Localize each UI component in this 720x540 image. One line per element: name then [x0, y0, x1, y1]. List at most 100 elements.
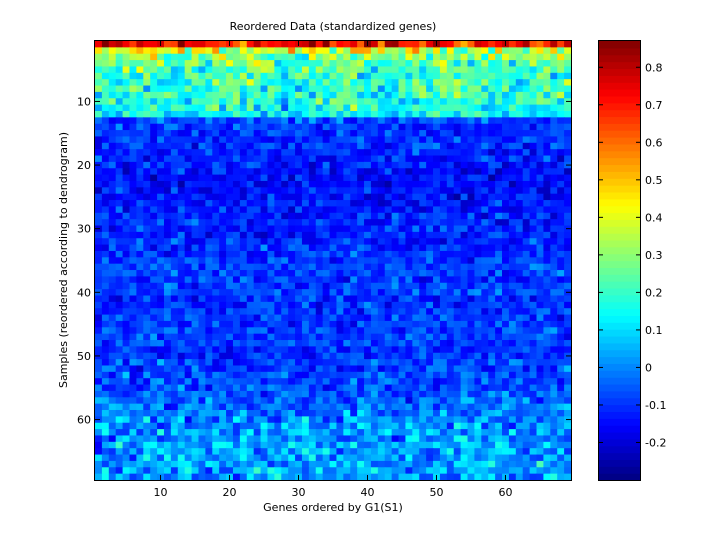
- heatmap-cell: [536, 155, 545, 163]
- heatmap-cell: [308, 397, 317, 405]
- heatmap-cell: [370, 270, 379, 277]
- heatmap-cell: [108, 53, 117, 61]
- heatmap-cell: [398, 110, 407, 118]
- heatmap-cell: [357, 276, 365, 284]
- heatmap-cell: [150, 320, 158, 328]
- heatmap-cell: [315, 422, 324, 430]
- heatmap-cell: [439, 219, 448, 227]
- heatmap-cell: [198, 378, 206, 386]
- heatmap-cell: [350, 365, 358, 373]
- heatmap-cell: [288, 257, 296, 265]
- heatmap-cell: [357, 263, 365, 271]
- heatmap-cell: [315, 98, 324, 106]
- heatmap-cell: [405, 327, 413, 335]
- heatmap-cell: [412, 72, 420, 80]
- heatmap-cell: [439, 301, 448, 309]
- heatmap-cell: [212, 193, 220, 201]
- heatmap-cell: [157, 206, 165, 214]
- heatmap-cell: [481, 110, 489, 118]
- heatmap-cell: [281, 60, 289, 68]
- heatmap-cell: [177, 448, 186, 456]
- heatmap-cell: [405, 460, 413, 468]
- heatmap-cell: [101, 66, 110, 74]
- heatmap-cell: [170, 47, 179, 55]
- heatmap-cell: [226, 168, 234, 176]
- heatmap-cell: [301, 410, 310, 417]
- heatmap-cell: [536, 365, 545, 373]
- heatmap-cell: [157, 320, 165, 328]
- heatmap-cell: [267, 460, 275, 468]
- heatmap-cell: [219, 454, 227, 462]
- colorbar-tick-label: 0: [645, 361, 652, 374]
- heatmap-cell: [295, 454, 303, 462]
- heatmap-cell: [488, 244, 496, 252]
- heatmap-cell: [391, 206, 400, 214]
- heatmap-cell: [426, 60, 434, 68]
- heatmap-cell: [115, 435, 124, 443]
- heatmap-cell: [508, 346, 517, 354]
- heatmap-cell: [419, 257, 427, 265]
- heatmap-cell: [446, 231, 455, 239]
- heatmap-cell: [246, 473, 255, 481]
- heatmap-cell: [226, 257, 234, 265]
- colorbar-tick-label: -0.2: [645, 436, 666, 449]
- heatmap-cell: [136, 174, 144, 182]
- heatmap-cell: [219, 352, 227, 360]
- heatmap-cell: [267, 149, 275, 157]
- heatmap-cell: [370, 448, 379, 456]
- heatmap-cell: [439, 327, 448, 335]
- heatmap-cell: [274, 161, 282, 169]
- heatmap-cell: [122, 219, 131, 227]
- heatmap-cell: [150, 110, 158, 118]
- heatmap-cell: [557, 200, 565, 208]
- heatmap-cell: [122, 422, 131, 430]
- heatmap-cell: [315, 47, 324, 55]
- heatmap-cell: [295, 257, 303, 265]
- heatmap-cell: [95, 250, 103, 258]
- heatmap-cell: [426, 384, 434, 392]
- heatmap-cell: [529, 244, 538, 252]
- heatmap-cell: [322, 295, 331, 303]
- heatmap-cell: [288, 161, 296, 169]
- heatmap-cell: [391, 231, 400, 239]
- heatmap-cell: [502, 314, 510, 322]
- heatmap-cell: [502, 429, 510, 437]
- heatmap-cell: [184, 41, 193, 48]
- heatmap-cell: [384, 403, 393, 411]
- heatmap-cell: [205, 327, 213, 335]
- heatmap-cell: [239, 295, 248, 303]
- heatmap-cell: [329, 308, 338, 316]
- heatmap-cell: [122, 429, 131, 437]
- heatmap-cell: [336, 168, 344, 176]
- heatmap-cell: [177, 72, 186, 80]
- heatmap-cell: [419, 320, 427, 328]
- colorbar-band: [599, 205, 640, 214]
- heatmap-cell: [474, 384, 482, 392]
- heatmap-cell: [370, 473, 379, 481]
- heatmap-cell: [398, 301, 407, 309]
- heatmap-cell: [508, 85, 517, 93]
- heatmap-cell: [564, 60, 572, 68]
- heatmap-cell: [115, 238, 124, 246]
- heatmap-cell: [95, 238, 103, 246]
- heatmap-cell: [301, 365, 310, 373]
- heatmap-cell: [267, 473, 275, 481]
- heatmap-cell: [488, 85, 496, 93]
- heatmap-cell: [433, 448, 441, 456]
- heatmap-cell: [267, 270, 275, 277]
- heatmap-cell: [226, 454, 234, 462]
- heatmap-cell: [391, 384, 400, 392]
- heatmap-cell: [274, 441, 282, 449]
- heatmap-cell: [377, 180, 386, 188]
- heatmap-cell: [260, 454, 269, 462]
- heatmap-cell: [543, 123, 551, 131]
- heatmap-cell: [453, 441, 462, 449]
- heatmap-cell: [515, 314, 524, 322]
- heatmap-cell: [288, 219, 296, 227]
- heatmap-cell: [129, 123, 137, 131]
- heatmap-cell: [267, 441, 275, 449]
- heatmap-cell: [536, 359, 545, 367]
- heatmap-cell: [536, 47, 545, 55]
- heatmap-cell: [322, 200, 331, 208]
- heatmap-cell: [308, 250, 317, 258]
